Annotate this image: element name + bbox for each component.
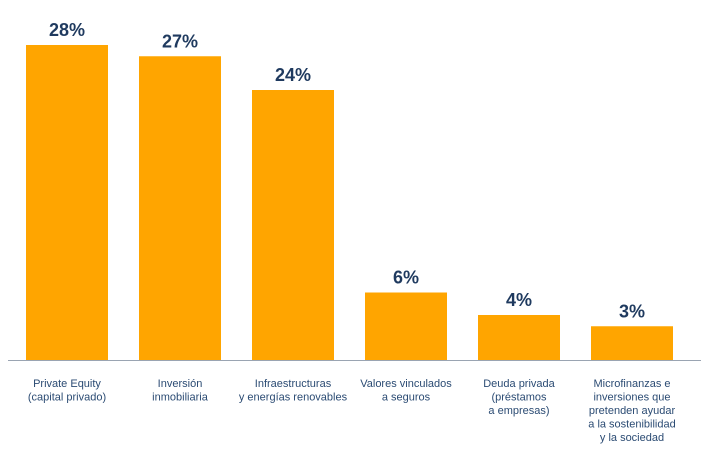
value-label-4: 6% bbox=[393, 268, 419, 288]
value-label-2: 27% bbox=[162, 31, 198, 51]
category-label-line: (capital privado) bbox=[28, 392, 106, 404]
category-label-line: a la sostenibilidad bbox=[588, 419, 675, 431]
value-label-3: 24% bbox=[275, 65, 311, 85]
bar-1 bbox=[26, 45, 108, 360]
category-label-line: Microfinanzas e bbox=[593, 378, 670, 390]
category-label-line: inversiones que bbox=[593, 392, 670, 404]
bar-4 bbox=[365, 292, 447, 360]
bar-5 bbox=[478, 315, 560, 360]
category-label-5: Deuda privada (préstamos a empresas) bbox=[483, 378, 555, 417]
value-label-6: 3% bbox=[619, 301, 645, 321]
category-label-line: a empresas) bbox=[488, 405, 549, 417]
category-label-line: pretenden ayudar bbox=[589, 405, 676, 417]
bars-group bbox=[26, 45, 673, 360]
category-label-line: (préstamos bbox=[491, 392, 547, 404]
category-label-line: a seguros bbox=[382, 392, 431, 404]
bar-3 bbox=[252, 90, 334, 360]
category-label-6: Microfinanzas e inversiones que pretenden … bbox=[588, 378, 675, 444]
category-label-line: y energías renovables bbox=[239, 392, 348, 404]
bar-2 bbox=[139, 56, 221, 360]
category-label-3: Infraestructuras y energías renovables bbox=[239, 378, 348, 404]
category-label-2: Inversión inmobiliaria bbox=[152, 378, 209, 404]
category-label-line: y la sociedad bbox=[600, 432, 664, 444]
category-label-line: Valores vinculados bbox=[360, 378, 452, 390]
value-label-1: 28% bbox=[49, 20, 85, 40]
category-label-line: Private Equity bbox=[33, 378, 101, 390]
value-labels-group: 28% 27% 24% 6% 4% 3% bbox=[49, 20, 645, 321]
value-label-5: 4% bbox=[506, 290, 532, 310]
category-label-line: Deuda privada bbox=[483, 378, 555, 390]
category-labels-group: Private Equity (capital privado) Inversión… bbox=[28, 378, 676, 444]
category-label-1: Private Equity (capital privado) bbox=[28, 378, 106, 404]
category-label-4: Valores vinculados a seguros bbox=[360, 378, 452, 404]
category-label-line: inmobiliaria bbox=[152, 392, 209, 404]
bar-6 bbox=[591, 326, 673, 360]
category-label-line: Inversión bbox=[158, 378, 203, 390]
category-label-line: Infraestructuras bbox=[255, 378, 332, 390]
